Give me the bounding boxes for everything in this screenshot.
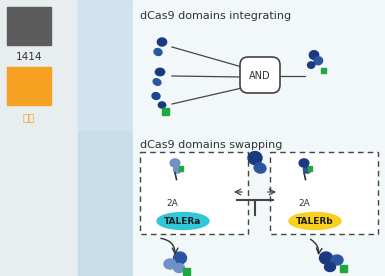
Ellipse shape: [320, 252, 333, 264]
Text: 1414: 1414: [16, 52, 42, 62]
Ellipse shape: [152, 92, 160, 99]
Ellipse shape: [154, 49, 162, 55]
FancyBboxPatch shape: [140, 152, 248, 234]
Ellipse shape: [157, 38, 167, 46]
Bar: [162, 108, 169, 115]
Bar: [183, 268, 190, 275]
Text: 分享: 分享: [23, 112, 35, 122]
FancyBboxPatch shape: [240, 57, 280, 93]
Ellipse shape: [174, 264, 184, 272]
Ellipse shape: [164, 259, 176, 269]
Bar: [133, 0, 385, 276]
Ellipse shape: [331, 255, 343, 265]
Text: TALERb: TALERb: [296, 216, 334, 225]
Bar: [340, 265, 347, 272]
Ellipse shape: [289, 213, 341, 230]
Bar: [0, 0, 78, 276]
Bar: [179, 166, 183, 171]
Ellipse shape: [254, 163, 266, 173]
Bar: [7, 67, 51, 105]
Ellipse shape: [248, 152, 262, 164]
Ellipse shape: [170, 159, 180, 167]
Bar: [78, 0, 133, 276]
Ellipse shape: [309, 51, 319, 59]
Text: 2A: 2A: [166, 199, 178, 208]
Text: AND: AND: [249, 71, 271, 81]
Bar: [7, 7, 51, 45]
Ellipse shape: [156, 68, 165, 76]
FancyBboxPatch shape: [270, 152, 378, 234]
Ellipse shape: [325, 262, 335, 272]
Bar: [308, 166, 312, 171]
Bar: [321, 68, 326, 73]
Ellipse shape: [157, 213, 209, 230]
Ellipse shape: [314, 57, 323, 65]
Ellipse shape: [308, 62, 315, 68]
Text: 2A: 2A: [298, 199, 310, 208]
Text: TALERa: TALERa: [164, 216, 202, 225]
Text: dCas9 domains integrating: dCas9 domains integrating: [140, 11, 291, 21]
Ellipse shape: [153, 79, 161, 85]
Ellipse shape: [158, 102, 166, 108]
Ellipse shape: [174, 252, 186, 264]
Ellipse shape: [174, 166, 181, 173]
Bar: [78, 0, 133, 130]
Ellipse shape: [303, 166, 311, 173]
Text: dCas9 domains swapping: dCas9 domains swapping: [140, 140, 282, 150]
Ellipse shape: [299, 159, 309, 167]
